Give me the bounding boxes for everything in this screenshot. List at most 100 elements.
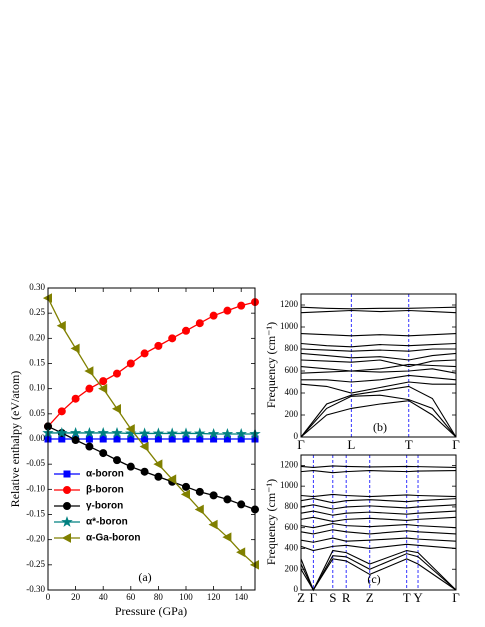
x-axis-label: Pressure (GPa) [115, 604, 187, 618]
x-tick-label: T [403, 590, 411, 605]
marker [98, 383, 108, 394]
marker [237, 500, 246, 509]
x-tick-label: Γ [297, 437, 305, 452]
marker [180, 427, 192, 439]
series-line [300, 470, 457, 474]
marker [99, 449, 108, 458]
legend-label: β-boron [86, 485, 124, 496]
marker [152, 427, 165, 439]
marker [223, 495, 232, 504]
y-tick-label: -0.30 [26, 584, 45, 594]
x-tick-label: Y [413, 590, 423, 605]
series-line [300, 333, 457, 337]
marker [194, 427, 206, 439]
panel-label: (a) [138, 570, 151, 584]
series-line [300, 465, 457, 469]
series-line [300, 306, 457, 310]
marker [85, 442, 94, 451]
marker [125, 424, 135, 434]
y-tick-label: 0.15 [29, 358, 45, 368]
marker [99, 377, 108, 386]
marker [209, 311, 218, 320]
panel: 0.30 0.25 0.20 0.15 0.10 0.05 0.00 -0.05 -0.10 -0… [8, 282, 261, 618]
marker [69, 426, 82, 438]
series-line [300, 348, 456, 352]
series-line [300, 381, 456, 394]
x-tick-label: 140 [234, 592, 248, 602]
y-tick-label: -0.15 [26, 509, 45, 519]
marker [167, 474, 177, 485]
marker [168, 334, 177, 343]
series-line [300, 498, 457, 504]
x-tick-label: 40 [99, 592, 109, 602]
legend-marker [61, 533, 71, 543]
y-tick-label: 400 [285, 543, 299, 553]
x-tick-label: Γ [452, 437, 460, 452]
plot-frame [47, 287, 256, 591]
marker [223, 306, 232, 315]
marker [209, 491, 218, 500]
y-tick-label: 0 [294, 431, 299, 441]
y-tick-label: -0.05 [26, 458, 45, 468]
marker [222, 532, 232, 542]
marker [154, 341, 163, 350]
series-line [300, 363, 457, 372]
series-line [47, 297, 256, 566]
legend-marker [63, 470, 71, 478]
marker [56, 320, 66, 331]
y-tick-label: 0.00 [29, 433, 45, 443]
x-tick-label: 0 [46, 592, 51, 602]
panel-label: (c) [367, 572, 380, 586]
y-axis-label: Frequency (cm⁻¹) [264, 479, 278, 565]
y-tick-label: 400 [285, 387, 299, 397]
x-tick-label: Z [366, 590, 374, 605]
marker [126, 462, 135, 471]
panel-label: (b) [373, 420, 387, 434]
x-tick-label: 100 [179, 592, 193, 602]
y-tick-label: -0.25 [26, 559, 45, 569]
series-line [300, 394, 457, 438]
series-line [300, 522, 457, 529]
series-line [300, 504, 457, 510]
marker [97, 426, 109, 438]
x-tick-label: Z [297, 590, 305, 605]
marker [194, 504, 204, 515]
series-line [300, 543, 457, 552]
series-line [300, 368, 457, 374]
marker [195, 487, 204, 496]
marker [180, 489, 190, 500]
marker [207, 427, 220, 439]
marker [85, 384, 94, 393]
y-tick-label: -0.10 [26, 483, 45, 493]
series-line [300, 342, 457, 348]
x-tick-label: R [342, 590, 351, 605]
y-tick-label: 1000 [280, 321, 299, 331]
y-tick-label: -0.20 [26, 534, 45, 544]
marker [221, 427, 234, 439]
x-tick-label: Γ [452, 590, 460, 605]
marker [57, 407, 66, 416]
marker [236, 547, 246, 558]
marker [235, 427, 247, 439]
marker [126, 359, 135, 368]
marker [182, 326, 190, 335]
y-tick-label: 0.25 [29, 307, 45, 317]
marker [195, 319, 204, 328]
y-tick-label: 1000 [280, 480, 299, 490]
series-line [300, 516, 457, 523]
marker [111, 403, 121, 414]
marker [113, 456, 121, 465]
x-tick-label: L [347, 437, 355, 452]
x-tick-label: 120 [207, 592, 221, 602]
y-tick-label: 1200 [280, 299, 299, 309]
y-tick-label: 600 [285, 522, 299, 532]
y-tick-label: 200 [285, 563, 299, 573]
marker [237, 301, 246, 310]
marker [168, 435, 176, 443]
series-line [301, 374, 457, 383]
series-line [300, 510, 457, 516]
marker [196, 435, 204, 443]
marker [84, 366, 94, 376]
series-line [300, 400, 457, 438]
